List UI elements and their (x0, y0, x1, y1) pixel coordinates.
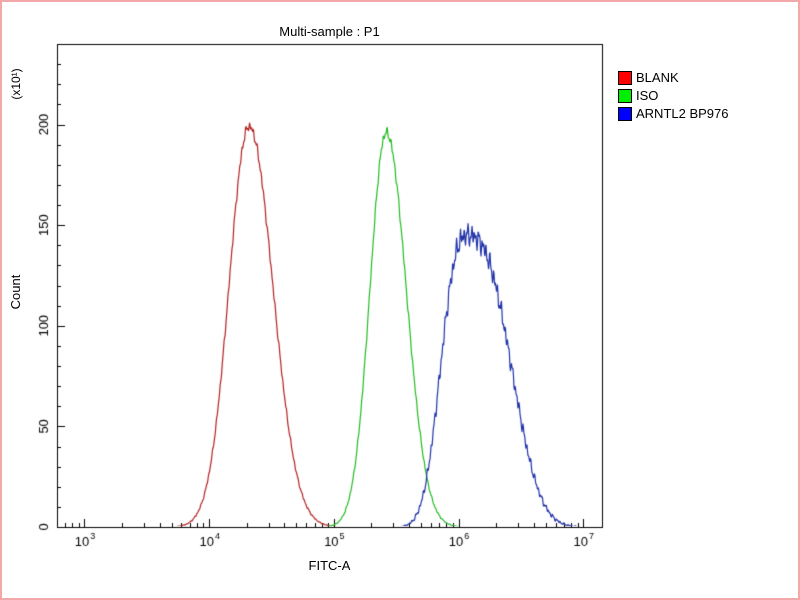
legend-item: ISO (618, 88, 729, 103)
legend-swatch (618, 106, 632, 121)
chart-title: Multi-sample : P1 (279, 24, 380, 39)
legend-label: ARNTL2 BP976 (636, 106, 729, 121)
x-axis-label: FITC-A (308, 558, 351, 573)
legend-item: ARNTL2 BP976 (618, 106, 729, 121)
legend-swatch (618, 70, 632, 85)
legend-item: BLANK (618, 70, 729, 85)
legend-swatch (618, 88, 632, 103)
legend-label: ISO (636, 88, 659, 103)
y-axis-label: Count (8, 274, 23, 310)
legend-label: BLANK (636, 70, 679, 85)
legend: BLANK ISO ARNTL2 BP976 (618, 70, 729, 121)
y-axis-unit-label: (x10¹) (9, 68, 23, 100)
